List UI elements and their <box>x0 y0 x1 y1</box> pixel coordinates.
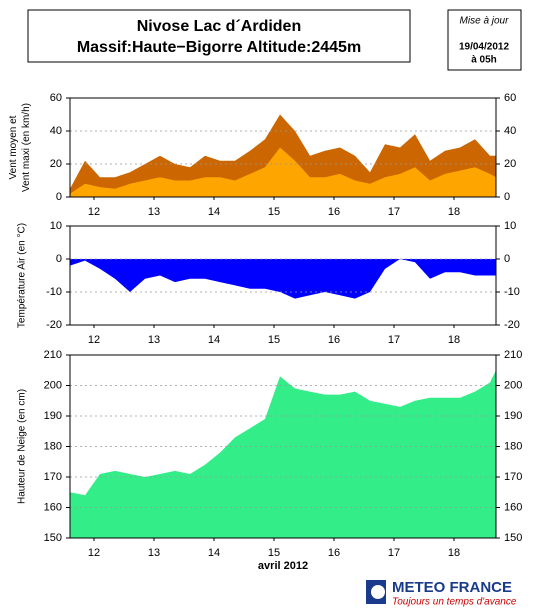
area <box>70 259 496 299</box>
y-tick-label: 0 <box>56 253 62 265</box>
y2-tick-label: 150 <box>504 532 522 544</box>
x-tick-label: 15 <box>268 547 280 559</box>
y-tick-label: -20 <box>46 319 62 331</box>
update-time: à 05h <box>471 55 497 66</box>
x-tick-label: 13 <box>148 206 160 218</box>
x-tick-label: 14 <box>208 547 220 559</box>
x-tick-label: 15 <box>268 206 280 218</box>
y2-tick-label: 170 <box>504 471 522 483</box>
y-tick-label: 60 <box>50 92 62 104</box>
y2-tick-label: -10 <box>504 286 520 298</box>
x-tick-label: 12 <box>88 334 100 346</box>
y-axis-label: Hauteur de Neige (en cm) <box>17 389 28 504</box>
y-tick-label: 20 <box>50 158 62 170</box>
y-axis-label: Vent moyen et <box>8 115 19 179</box>
y2-tick-label: 200 <box>504 379 522 391</box>
x-tick-label: 18 <box>448 547 460 559</box>
y2-tick-label: 190 <box>504 410 522 422</box>
x-tick-label: 12 <box>88 206 100 218</box>
plot-frame <box>69 225 497 326</box>
y2-tick-label: 210 <box>504 349 522 361</box>
y2-tick-label: 10 <box>504 220 516 232</box>
y-tick-label: 160 <box>44 501 62 513</box>
y2-tick-label: 0 <box>504 253 510 265</box>
y-tick-label: -10 <box>46 286 62 298</box>
x-tick-label: 15 <box>268 334 280 346</box>
y-tick-label: 0 <box>56 191 62 203</box>
plot-frame <box>69 97 497 198</box>
update-box <box>447 9 522 71</box>
y2-tick-label: 0 <box>504 191 510 203</box>
title: Nivose Lac d´Ardiden <box>137 18 301 35</box>
x-tick-label: 17 <box>388 547 400 559</box>
subtitle: Massif:Haute−Bigorre Altitude:2445m <box>77 39 361 56</box>
y-tick-label: 150 <box>44 532 62 544</box>
x-tick-label: 16 <box>328 206 340 218</box>
y-tick-label: 180 <box>44 440 62 452</box>
y-tick-label: 40 <box>50 125 62 137</box>
logo-icon <box>371 585 385 599</box>
logo: METEO FRANCE Toujours un temps d'avance <box>366 579 517 608</box>
update-date: 19/04/2012 <box>459 42 509 53</box>
y-tick-label: 200 <box>44 379 62 391</box>
y-tick-label: 170 <box>44 471 62 483</box>
x-axis-label: avril 2012 <box>258 560 308 572</box>
x-tick-label: 18 <box>448 334 460 346</box>
logo-slogan: Toujours un temps d'avance <box>392 597 517 608</box>
x-tick-label: 17 <box>388 206 400 218</box>
x-tick-label: 16 <box>328 334 340 346</box>
y2-tick-label: -20 <box>504 319 520 331</box>
y2-tick-label: 160 <box>504 501 522 513</box>
x-tick-label: 16 <box>328 547 340 559</box>
area <box>70 147 496 197</box>
update-label: Mise à jour <box>460 16 510 27</box>
y-axis-label: Température Air (en °C) <box>17 223 28 328</box>
area <box>70 370 496 538</box>
x-tick-label: 18 <box>448 206 460 218</box>
x-tick-label: 14 <box>208 206 220 218</box>
x-tick-label: 17 <box>388 334 400 346</box>
x-tick-label: 13 <box>148 547 160 559</box>
y-tick-label: 190 <box>44 410 62 422</box>
plot-frame <box>69 354 497 539</box>
title-box <box>27 9 411 63</box>
logo-name: METEO FRANCE <box>392 579 512 596</box>
y2-tick-label: 60 <box>504 92 516 104</box>
y-tick-label: 210 <box>44 349 62 361</box>
y-tick-label: 10 <box>50 220 62 232</box>
x-tick-label: 13 <box>148 334 160 346</box>
y2-tick-label: 20 <box>504 158 516 170</box>
x-tick-label: 12 <box>88 547 100 559</box>
y2-tick-label: 180 <box>504 440 522 452</box>
y2-tick-label: 40 <box>504 125 516 137</box>
x-tick-label: 14 <box>208 334 220 346</box>
y-axis-label: Vent maxi (en km/h) <box>21 103 32 192</box>
